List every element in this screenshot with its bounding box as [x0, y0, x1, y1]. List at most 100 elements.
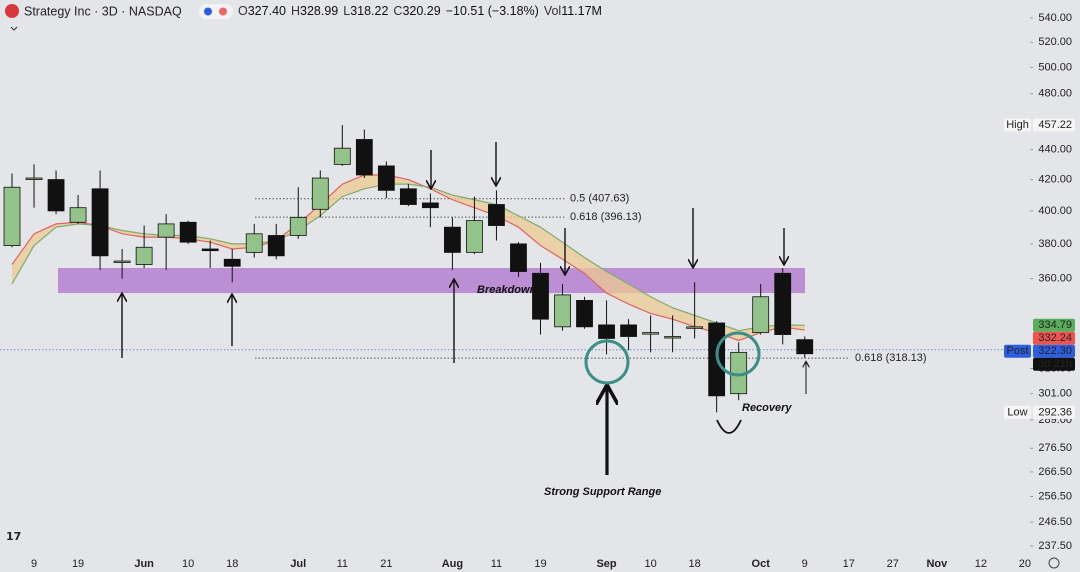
y-tick-label: 246.50	[1038, 516, 1072, 528]
x-tick-label: 10	[182, 558, 194, 570]
candle-body	[598, 324, 615, 339]
candle-body	[488, 204, 505, 226]
x-tick-label: Jul	[290, 558, 306, 570]
candle-body	[466, 220, 483, 253]
y-tick-label: 400.00	[1038, 205, 1072, 217]
y-tick-label: 540.00	[1038, 12, 1072, 24]
price-label: 292.36	[1038, 406, 1072, 418]
collapse-icon[interactable]	[10, 26, 18, 31]
candle-body	[576, 300, 593, 328]
candle-body	[554, 294, 571, 328]
candle-body	[686, 326, 704, 329]
price-label: 334.79	[1038, 319, 1072, 331]
candle-body	[355, 139, 373, 176]
y-tick-label: 237.50	[1038, 540, 1072, 552]
y-tick-label: 420.00	[1038, 173, 1072, 185]
x-tick-label: 19	[72, 558, 84, 570]
icon	[204, 7, 212, 16]
candle-body	[3, 186, 21, 246]
price-tag: High	[1006, 119, 1029, 131]
legend-text: H	[291, 4, 300, 18]
candle-body	[752, 296, 770, 334]
y-tick-label: 256.50	[1038, 490, 1072, 502]
candle-body	[69, 207, 87, 223]
x-tick-label: 20	[1019, 558, 1031, 570]
x-tick-label: 18	[226, 558, 238, 570]
candle-body	[157, 223, 175, 238]
x-tick-label: Oct	[752, 558, 771, 570]
x-tick-label: 11	[491, 558, 502, 570]
fib-label: 0.618 (318.13)	[855, 352, 927, 364]
candle-body	[91, 188, 109, 257]
x-tick-label: Sep	[596, 558, 616, 570]
candle-body	[311, 177, 329, 210]
countdown-box	[1033, 357, 1075, 371]
legend-text: L	[343, 4, 350, 18]
drawings: Breakdown Recovery Strong Support Range	[122, 142, 806, 498]
candle-body	[444, 226, 461, 253]
price-label-box	[1033, 405, 1075, 419]
x-tick-label: 19	[534, 558, 546, 570]
y-tick-label: 360.00	[1038, 273, 1072, 285]
candle-body	[289, 216, 307, 236]
x-tick-label: 21	[380, 558, 392, 570]
annotation: Recovery	[742, 402, 792, 414]
x-tick-label: Jun	[134, 558, 154, 570]
candle-body	[774, 272, 792, 335]
price-tag: Low	[1007, 406, 1027, 418]
axes: 9 19 Jun 10 18 Jul 11 21 Aug 11 19 Sep 10 18 Oct 9 17 27 N…	[31, 12, 1075, 570]
fib-label: 0.618 (396.13)	[570, 211, 642, 223]
y-tick-label: 440.00	[1038, 144, 1072, 156]
candle-body	[135, 246, 153, 265]
header: Strategy Inc · 3D · NASDAQ O327.40 H328.9…	[5, 4, 1060, 569]
price-label: 322.30	[1038, 345, 1072, 357]
price-label: 457.22	[1038, 119, 1072, 131]
candle-body	[223, 258, 241, 267]
icon	[219, 7, 227, 16]
x-tick-label: 27	[887, 558, 899, 570]
x-tick-label: 17	[843, 558, 855, 570]
legend-text: C	[393, 4, 402, 18]
price-label-box	[1033, 118, 1075, 132]
ema-line	[11, 183, 805, 332]
legend-text: 11.17M	[561, 4, 602, 18]
y-tick-label: 480.00	[1038, 88, 1072, 100]
y-tick-label: 266.50	[1038, 466, 1072, 478]
y-tick-label: 380.00	[1038, 238, 1072, 250]
x-tick-label: 18	[689, 558, 701, 570]
candle-body	[532, 272, 549, 320]
price-tag-box	[1004, 118, 1031, 132]
candle-body	[113, 260, 131, 263]
candle-body	[267, 235, 285, 257]
candle-body	[333, 147, 351, 165]
zone	[58, 268, 805, 294]
legend-text: O	[238, 4, 248, 18]
x-tick-label: 9	[802, 558, 808, 570]
countdown: 3d 21h	[1038, 358, 1072, 370]
candle-body	[245, 233, 263, 253]
legend-text: −10.51 (−3.18%)	[446, 4, 539, 18]
x-tick-label: 12	[975, 558, 987, 570]
annotation: Breakdown	[477, 284, 537, 296]
candle-body	[377, 165, 395, 191]
candle-body	[25, 177, 43, 180]
candle-body	[399, 188, 417, 205]
legend-text: 318.22	[350, 4, 388, 18]
legend-text: 327.40	[248, 4, 286, 18]
candle-body	[664, 336, 682, 339]
candle-body	[201, 248, 219, 252]
logo	[5, 4, 19, 18]
price-label-box	[1033, 318, 1075, 332]
price-label-box	[1033, 344, 1075, 358]
legend-text: 328.99	[300, 4, 338, 18]
candle-body	[796, 339, 814, 355]
price-label-box	[1033, 331, 1075, 345]
annotation: Strong Support Range	[544, 486, 661, 498]
tv-logo: 𝟭𝟳	[6, 531, 21, 543]
plot	[3, 124, 814, 413]
candle-body	[510, 243, 527, 272]
settings-icon[interactable]	[1048, 557, 1060, 569]
ohlc-legend: O327.40 H328.99 L318.22 C320.29 −10.51 (−3.1…	[238, 4, 602, 18]
legend-text: Vol	[544, 4, 561, 18]
